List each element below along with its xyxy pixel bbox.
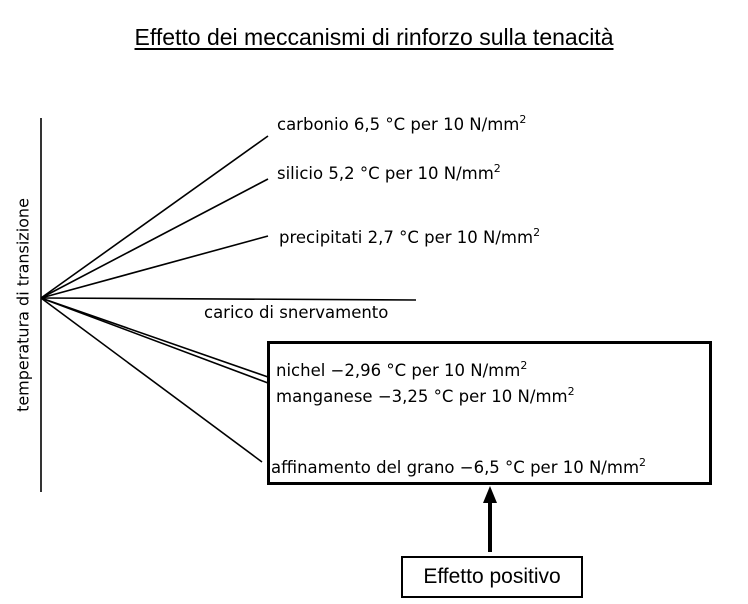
label-affinamento: affinamento del grano −6,5 °C per 10 N/m… — [271, 456, 647, 477]
positive-effect-box: Effetto positivo — [401, 556, 583, 598]
negative-effects-box — [267, 341, 712, 485]
line-carbonio — [40, 135, 269, 299]
line-silicio — [40, 178, 269, 299]
line-manganese — [40, 297, 269, 384]
line-nichel — [40, 297, 269, 378]
diagram-title: Effetto dei meccanismi di rinforzo sulla… — [134, 24, 614, 50]
label-precipitati: precipitati 2,7 °C per 10 N/mm2 — [279, 226, 541, 247]
arrow-head — [483, 486, 497, 503]
line-precipitati — [40, 235, 269, 299]
label-carbonio: carbonio 6,5 °C per 10 N/mm2 — [277, 113, 527, 134]
line-affinamento — [40, 297, 263, 463]
label-nichel: nichel −2,96 °C per 10 N/mm2 — [276, 359, 528, 380]
y-axis-label: temperatura di transizione — [13, 198, 33, 412]
label-manganese: manganese −3,25 °C per 10 N/mm2 — [276, 385, 575, 406]
x-axis-label: carico di snervamento — [204, 303, 389, 322]
label-silicio: silicio 5,2 °C per 10 N/mm2 — [277, 162, 501, 183]
x-axis — [40, 297, 417, 301]
